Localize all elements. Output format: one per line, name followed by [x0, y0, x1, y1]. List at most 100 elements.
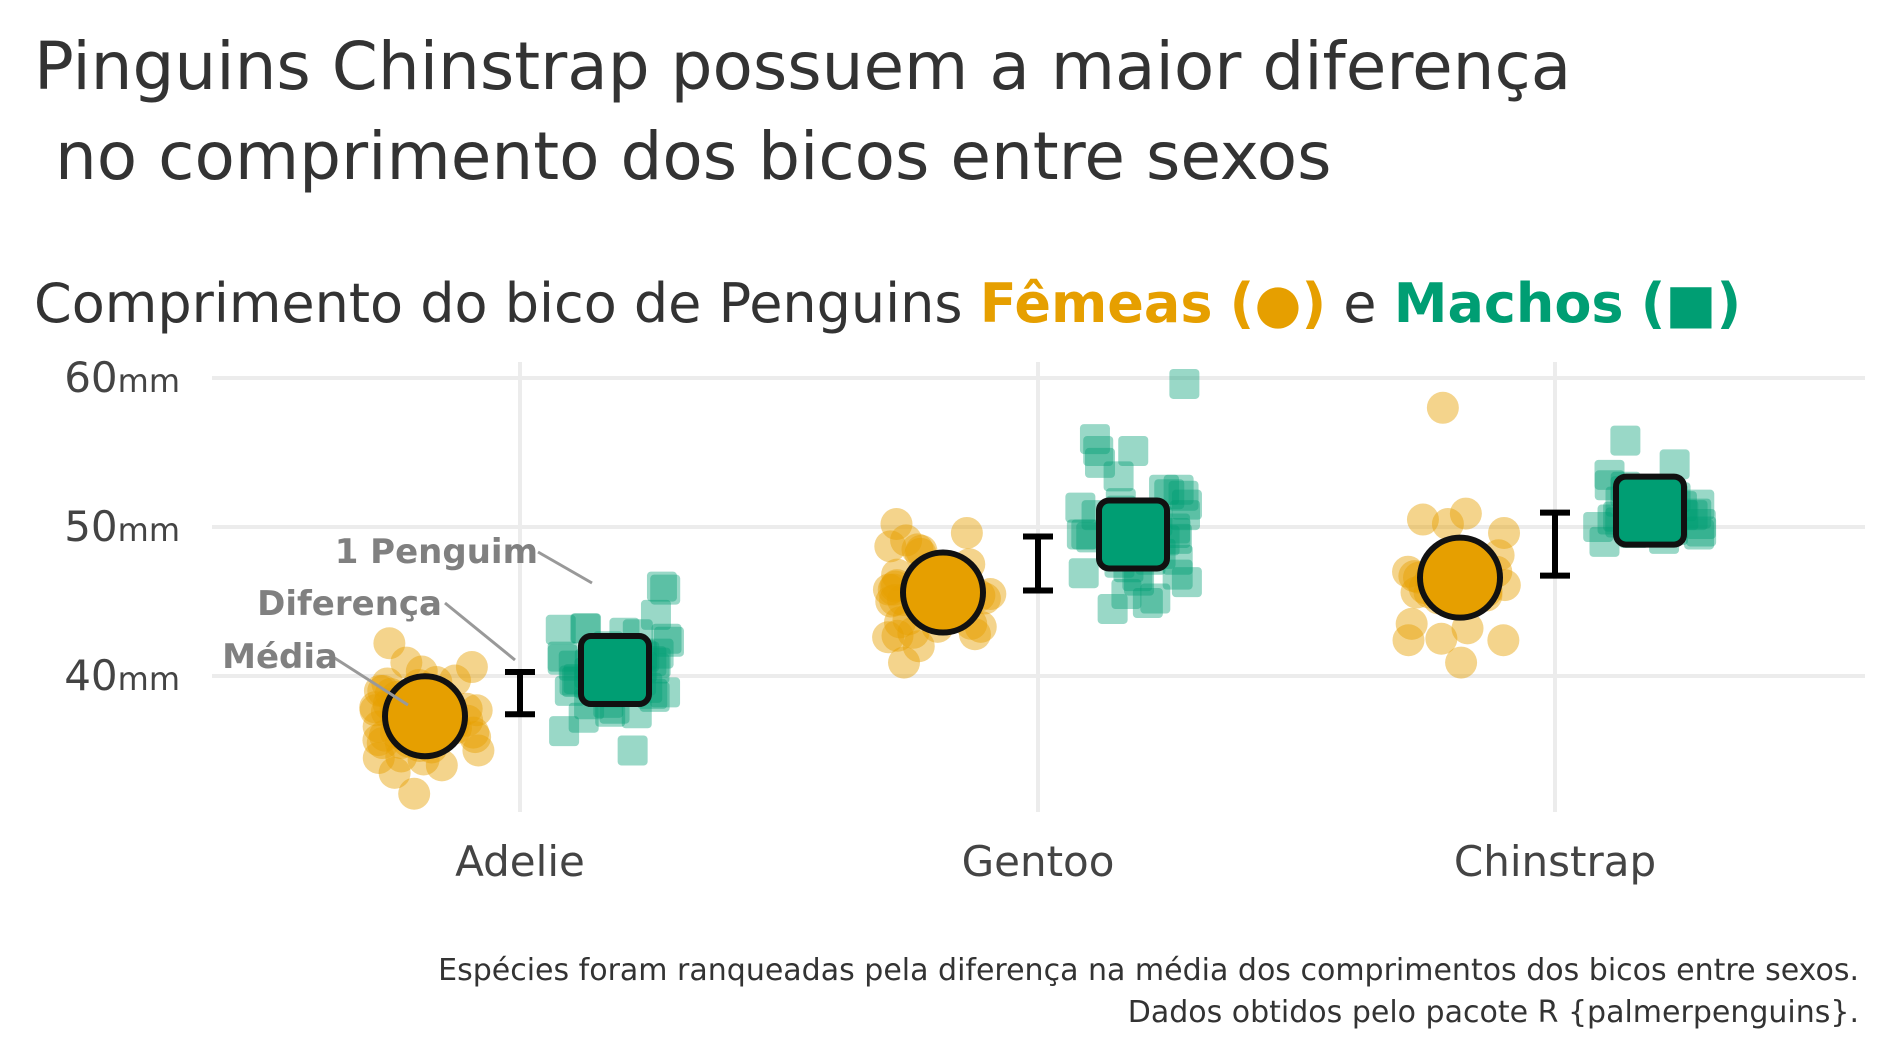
- male-point: [1140, 583, 1171, 614]
- male-point: [1162, 544, 1193, 575]
- female-point: [373, 627, 406, 660]
- annotations: 1 Penguim Diferença Média: [222, 532, 593, 707]
- male-point: [650, 574, 681, 605]
- y-axis: 40mm 50mm 60mm: [64, 353, 180, 700]
- x-tick-label: Gentoo: [962, 837, 1115, 886]
- female-point: [1392, 555, 1425, 588]
- female-point: [1406, 503, 1439, 536]
- x-tick-label: Adelie: [455, 837, 585, 886]
- caption-line-2: Dados obtidos pelo pacote R {palmerpengu…: [1127, 995, 1859, 1030]
- female-point: [875, 585, 908, 618]
- male-point: [1097, 593, 1128, 624]
- female-point: [378, 756, 411, 789]
- female-point: [1445, 646, 1478, 679]
- female-point: [460, 694, 493, 727]
- male-point: [1681, 498, 1712, 529]
- male-point: [547, 644, 578, 675]
- male-point: [651, 623, 682, 654]
- male-point: [1659, 449, 1690, 480]
- male-point: [547, 641, 578, 672]
- male-point: [1066, 519, 1097, 550]
- male-point: [1583, 512, 1614, 542]
- male-point: [1610, 425, 1641, 456]
- male-mean-marker: [1613, 473, 1687, 548]
- subtitle-male-label: Machos: [1393, 272, 1624, 335]
- male-point: [1684, 489, 1715, 520]
- male-point: [1589, 526, 1620, 557]
- annotation-leader-line: [332, 655, 409, 707]
- male-point: [640, 599, 671, 630]
- subtitle-prefix: Comprimento do bico de Penguins: [34, 272, 980, 335]
- male-point: [1171, 567, 1202, 598]
- y-tick-label: 40mm: [64, 651, 180, 700]
- female-point: [1395, 607, 1428, 640]
- subtitle-conj: e: [1326, 272, 1394, 335]
- female-mean-marker: [382, 673, 468, 760]
- male-point: [1684, 519, 1715, 550]
- y-tick-label: 50mm: [64, 502, 180, 551]
- chart-caption: Espécies foram ranqueadas pela diferença…: [438, 950, 1859, 1034]
- female-point: [398, 777, 431, 810]
- female-point: [880, 508, 913, 541]
- male-point: [617, 735, 648, 766]
- chart-subtitle: Comprimento do bico de Penguins Fêmeas (…: [34, 272, 1741, 336]
- female-point: [1431, 508, 1464, 541]
- female-point: [950, 516, 983, 549]
- female-point: [459, 721, 492, 754]
- female-point: [1449, 497, 1482, 530]
- male-point: [1169, 368, 1200, 399]
- annotation-leader-line: [537, 550, 593, 585]
- female-point: [872, 573, 905, 606]
- male-point: [1124, 565, 1155, 596]
- male-point: [1149, 474, 1180, 505]
- male-point: [1085, 447, 1116, 478]
- male-point: [1083, 436, 1114, 467]
- subtitle-female-symbol: (●): [1229, 272, 1327, 335]
- female-point: [881, 619, 914, 652]
- x-tick-label: Chinstrap: [1454, 837, 1656, 886]
- male-point: [1068, 558, 1099, 589]
- male-point: [1686, 516, 1717, 547]
- male-point: [1118, 436, 1149, 467]
- female-point: [1426, 391, 1459, 424]
- male-point: [650, 677, 681, 708]
- male-point: [1162, 559, 1193, 590]
- female-point: [872, 621, 905, 654]
- male-point: [549, 716, 580, 747]
- male-mean-marker: [578, 633, 652, 708]
- chart-title: Pinguins Chinstrap possuem a maior difer…: [34, 22, 1571, 202]
- grid-lines: [212, 362, 1865, 812]
- female-point: [362, 741, 395, 774]
- female-point: [874, 530, 907, 563]
- male-mean-marker: [1096, 497, 1170, 572]
- male-point: [568, 702, 599, 733]
- female-point: [1392, 624, 1425, 657]
- female-point: [462, 734, 495, 767]
- title-line-2: no comprimento dos bicos entre sexos: [34, 118, 1332, 195]
- female-mean-marker: [900, 549, 986, 636]
- subtitle-female-label: Fêmeas: [979, 272, 1213, 335]
- female-mean-marker: [1417, 534, 1503, 621]
- male-point: [1171, 489, 1202, 520]
- female-point: [390, 646, 423, 679]
- mean-markers: [382, 473, 1687, 760]
- title-line-1: Pinguins Chinstrap possuem a maior difer…: [34, 28, 1572, 105]
- male-point: [1065, 492, 1096, 523]
- male-point: [1163, 474, 1194, 505]
- male-point: [554, 675, 585, 706]
- male-point: [545, 614, 576, 645]
- female-point: [1487, 624, 1520, 657]
- annotation-label: Média: [222, 637, 338, 677]
- y-tick-label: 60mm: [64, 353, 180, 402]
- female-point: [1425, 622, 1458, 655]
- male-point: [653, 626, 684, 657]
- female-point: [455, 651, 488, 684]
- caption-line-1: Espécies foram ranqueadas pela diferença…: [438, 953, 1859, 988]
- male-point: [1168, 480, 1199, 511]
- subtitle-male-symbol: (■): [1640, 272, 1742, 335]
- annotation-leader-line: [444, 601, 516, 662]
- difference-bars: [505, 509, 1570, 718]
- male-point: [1132, 587, 1163, 618]
- male-point: [1103, 461, 1134, 492]
